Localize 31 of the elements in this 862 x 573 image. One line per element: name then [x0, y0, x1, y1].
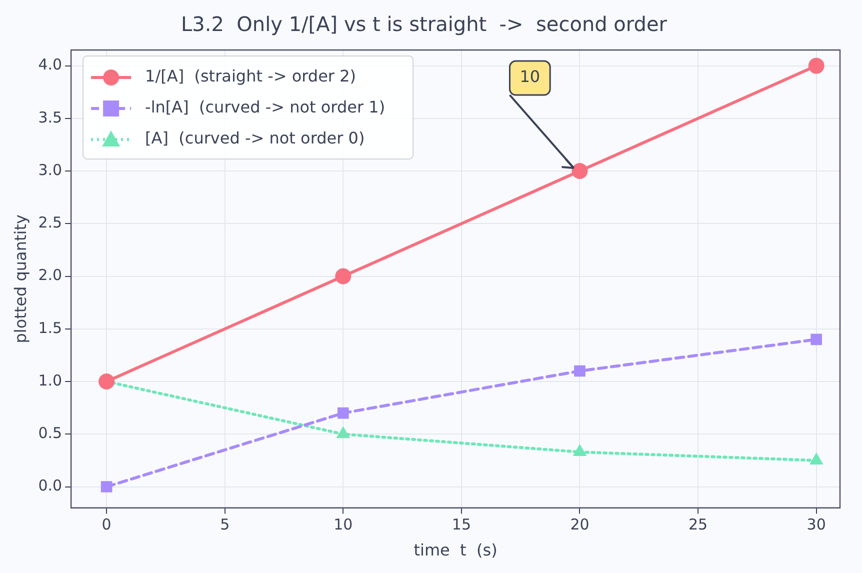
chart-title: L3.2 Only 1/[A] vs t is straight -> second order — [180, 12, 668, 36]
point — [574, 365, 586, 377]
x-tick-label: 0 — [102, 516, 112, 534]
y-tick-label: 0.5 — [38, 424, 62, 442]
y-tick-label: 2.0 — [38, 266, 62, 284]
point — [572, 163, 588, 180]
point — [337, 407, 349, 419]
y-tick-label: 3.5 — [38, 108, 62, 126]
y-tick-label: 1.0 — [38, 371, 62, 390]
legend-label: [A] (curved -> not order 0) — [145, 128, 365, 148]
x-tick-label: 25 — [688, 516, 708, 534]
legend-label: 1/[A] (straight -> order 2) — [145, 66, 356, 86]
legend-label: -ln[A] (curved -> not order 1) — [145, 98, 386, 117]
y-tick-label: 4.0 — [38, 56, 62, 74]
y-axis-title: plotted quantity — [10, 214, 30, 344]
point — [810, 334, 822, 346]
y-tick-label: 0.0 — [38, 476, 62, 495]
point — [98, 374, 115, 390]
y-tick-label: 2.5 — [38, 214, 62, 232]
y-tick-label: 1.5 — [38, 318, 62, 337]
annotation: 10 — [520, 67, 540, 86]
y-tick-label: 3.0 — [38, 160, 62, 179]
x-tick-label: 30 — [806, 516, 826, 534]
point — [808, 58, 824, 74]
x-axis-title: time t (s) — [414, 540, 498, 560]
point — [335, 268, 352, 284]
x-tick-label: 15 — [452, 516, 471, 534]
x-tick-label: 10 — [334, 516, 353, 534]
point — [100, 481, 112, 492]
x-tick-label: 20 — [570, 516, 590, 534]
x-tick-label: 5 — [220, 516, 230, 534]
